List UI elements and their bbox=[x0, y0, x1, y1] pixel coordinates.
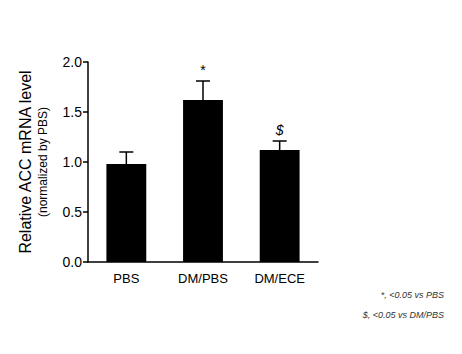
svg-text:$, <0.05 vs DM/PBS: $, <0.05 vs DM/PBS bbox=[362, 310, 444, 320]
svg-text:2.0: 2.0 bbox=[63, 54, 83, 70]
svg-text:1.5: 1.5 bbox=[63, 104, 83, 120]
svg-text:DM/ECE: DM/ECE bbox=[254, 271, 305, 286]
svg-text:0.0: 0.0 bbox=[63, 254, 83, 270]
svg-text:1.0: 1.0 bbox=[63, 154, 83, 170]
svg-text:PBS: PBS bbox=[113, 271, 139, 286]
svg-text:Relative ACC mRNA level: Relative ACC mRNA level bbox=[17, 70, 34, 253]
svg-text:(normalized by PBS): (normalized by PBS) bbox=[36, 107, 50, 217]
svg-text:$: $ bbox=[275, 122, 284, 138]
svg-text:0.5: 0.5 bbox=[63, 204, 83, 220]
svg-text:DM/PBS: DM/PBS bbox=[178, 271, 228, 286]
svg-text:*, <0.05 vs PBS: *, <0.05 vs PBS bbox=[381, 290, 444, 300]
svg-text:*: * bbox=[200, 62, 206, 78]
